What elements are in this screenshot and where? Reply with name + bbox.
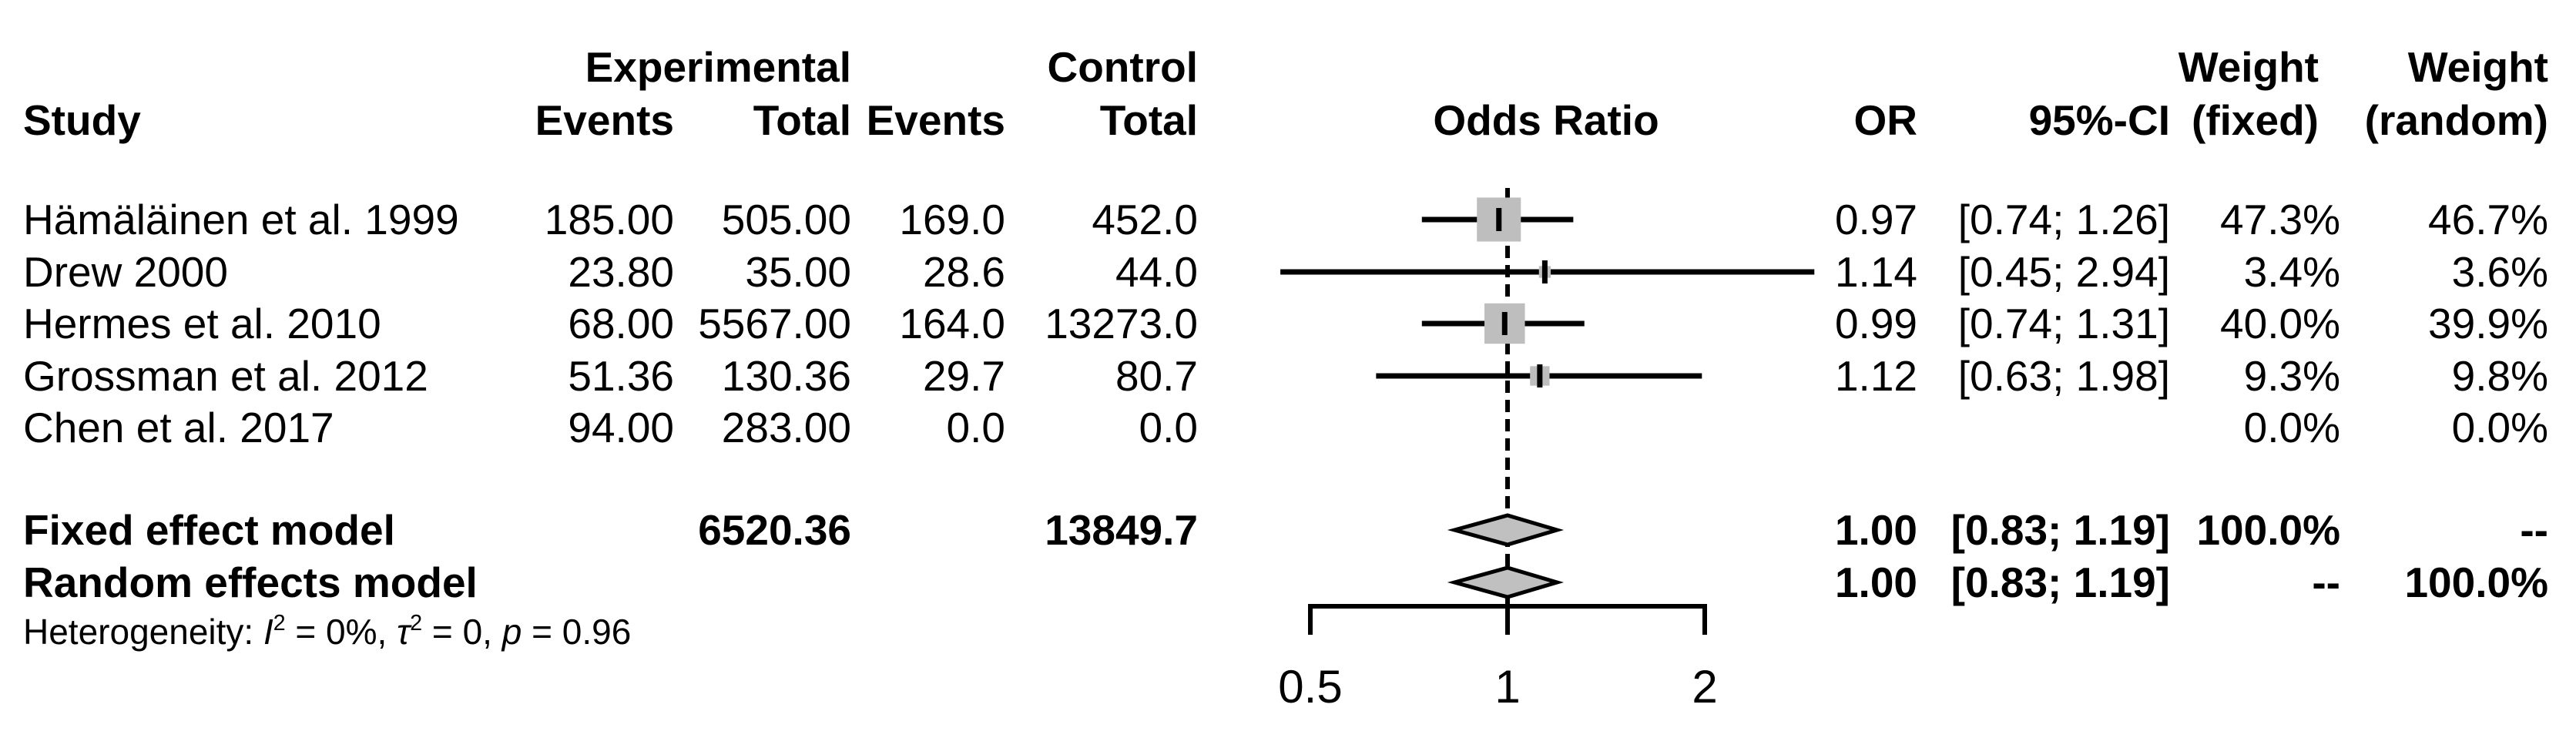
x-axis-tick-label: 1 <box>1494 661 1520 713</box>
weight-random-value: 39.9% <box>2428 300 2548 347</box>
header-total-control: Total <box>1099 96 1198 144</box>
total-control: 80.7 <box>1115 352 1198 400</box>
estimate-tick <box>1496 208 1502 231</box>
fixed-effect-diamond <box>1447 513 1565 547</box>
study-label: Hämäläinen et al. 1999 <box>23 196 459 243</box>
total-experimental: 5567.00 <box>698 300 851 347</box>
events-control: 0.0 <box>946 404 1005 451</box>
fixed-effect-label: Fixed effect model <box>23 506 395 554</box>
total-control: 13849.7 <box>1045 506 1198 554</box>
weight-random-value: 3.6% <box>2451 248 2548 296</box>
events-experimental: 51.36 <box>568 352 674 400</box>
total-experimental: 283.00 <box>721 404 851 451</box>
heterogeneity-line: Heterogeneity: I2 = 0%, τ2 = 0, p = 0.96 <box>23 610 631 653</box>
study-label: Drew 2000 <box>23 248 228 296</box>
header-weight-fixed: (fixed) <box>2192 96 2319 144</box>
study-row: Grossman et al. 2012 51.36 130.36 29.7 8… <box>0 351 2576 401</box>
weight-fixed-value: 100.0% <box>2196 506 2340 554</box>
random-effects-diamond <box>1447 565 1565 599</box>
header-experimental: Experimental <box>585 43 851 91</box>
heterogeneity-mid2: = 0, <box>422 612 502 652</box>
events-control: 29.7 <box>922 352 1005 400</box>
weight-random-value: 0.0% <box>2451 404 2548 451</box>
header-row-groups: Experimental Control Weight Weight <box>0 42 2576 92</box>
events-experimental: 94.00 <box>568 404 674 451</box>
study-label: Chen et al. 2017 <box>23 404 334 451</box>
study-label: Hermes et al. 2010 <box>23 300 381 347</box>
ci-value: [0.83; 1.19] <box>1950 558 2170 606</box>
header-total-experimental: Total <box>753 96 851 144</box>
i-squared-symbol: I <box>263 612 273 652</box>
events-control: 28.6 <box>922 248 1005 296</box>
ci-value: [0.83; 1.19] <box>1950 506 2170 554</box>
fixed-effect-row: Fixed effect model 6520.36 13849.7 1.00 … <box>0 505 2576 555</box>
weight-fixed-value: 47.3% <box>2220 196 2340 243</box>
header-row-columns: Study Events Total Events Total Odds Rat… <box>0 95 2576 146</box>
or-value: 1.12 <box>1834 352 1917 400</box>
i-squared-exponent: 2 <box>273 611 286 636</box>
x-axis-tick-label: 2 <box>1692 661 1717 713</box>
tau-squared-exponent: 2 <box>410 611 423 636</box>
study-row: Chen et al. 2017 94.00 283.00 0.0 0.0 0.… <box>0 402 2576 453</box>
estimate-tick <box>1541 260 1548 283</box>
total-experimental: 505.00 <box>721 196 851 243</box>
or-value: 0.97 <box>1834 196 1917 243</box>
weight-fixed-value: 3.4% <box>2243 248 2340 296</box>
header-weight-random: (random) <box>2364 96 2548 144</box>
study-row: Hämäläinen et al. 1999 185.00 505.00 169… <box>0 194 2576 245</box>
or-value: 1.00 <box>1834 506 1917 554</box>
study-label: Grossman et al. 2012 <box>23 352 428 400</box>
study-row: Drew 2000 23.80 35.00 28.6 44.0 1.14 [0.… <box>0 247 2576 297</box>
or-value: 1.00 <box>1834 558 1917 606</box>
events-experimental: 23.80 <box>568 248 674 296</box>
header-control: Control <box>1047 43 1198 91</box>
total-control: 0.0 <box>1139 404 1198 451</box>
events-experimental: 68.00 <box>568 300 674 347</box>
weight-fixed-value: 40.0% <box>2220 300 2340 347</box>
study-row: Hermes et al. 2010 68.00 5567.00 164.0 1… <box>0 298 2576 349</box>
or-value: 1.14 <box>1834 248 1917 296</box>
heterogeneity-p-value: = 0.96 <box>522 612 632 652</box>
heterogeneity-mid1: = 0%, <box>285 612 397 652</box>
total-control: 44.0 <box>1115 248 1198 296</box>
random-effects-row: Random effects model 1.00 [0.83; 1.19] -… <box>0 557 2576 608</box>
ci-value: [0.74; 1.26] <box>1957 196 2170 243</box>
header-odds-ratio: Odds Ratio <box>1433 96 1659 144</box>
header-weight-fixed-top: Weight <box>2178 43 2319 91</box>
tau-squared-symbol: τ <box>397 612 411 652</box>
heterogeneity-prefix: Heterogeneity: <box>23 612 263 652</box>
x-axis-tick-label: 0.5 <box>1278 661 1342 713</box>
weight-random-value: 9.8% <box>2451 352 2548 400</box>
ci-value: [0.74; 1.31] <box>1957 300 2170 347</box>
events-control: 169.0 <box>899 196 1005 243</box>
weight-fixed-value: 9.3% <box>2243 352 2340 400</box>
weight-random-value: 100.0% <box>2404 558 2548 606</box>
total-experimental: 35.00 <box>745 248 851 296</box>
ci-value: [0.63; 1.98] <box>1957 352 2170 400</box>
p-symbol: p <box>501 612 522 652</box>
total-control: 452.0 <box>1092 196 1198 243</box>
weight-fixed-value: -- <box>2312 558 2340 606</box>
weight-random-value: -- <box>2520 506 2548 554</box>
header-study: Study <box>23 96 141 144</box>
or-value: 0.99 <box>1834 300 1917 347</box>
ci-value: [0.45; 2.94] <box>1957 248 2170 296</box>
header-weight-random-top: Weight <box>2407 43 2548 91</box>
header-events-control: Events <box>866 96 1005 144</box>
estimate-tick <box>1537 364 1543 387</box>
weight-random-value: 46.7% <box>2428 196 2548 243</box>
events-experimental: 185.00 <box>544 196 674 243</box>
total-experimental: 130.36 <box>721 352 851 400</box>
header-events-experimental: Events <box>535 96 674 144</box>
weight-fixed-value: 0.0% <box>2243 404 2340 451</box>
estimate-tick <box>1501 312 1508 335</box>
total-control: 13273.0 <box>1045 300 1198 347</box>
header-ci: 95%-CI <box>2028 96 2170 144</box>
header-or: OR <box>1853 96 1918 144</box>
events-control: 164.0 <box>899 300 1005 347</box>
random-effects-label: Random effects model <box>23 558 478 606</box>
total-experimental: 6520.36 <box>698 506 851 554</box>
